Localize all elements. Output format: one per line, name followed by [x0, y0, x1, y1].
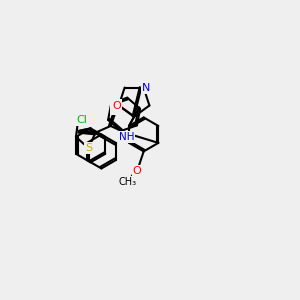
Text: Cl: Cl	[76, 115, 87, 125]
Text: O: O	[112, 100, 121, 110]
Text: NH: NH	[119, 132, 134, 142]
Text: O: O	[133, 166, 142, 176]
Text: O: O	[111, 103, 120, 113]
Text: CH₃: CH₃	[118, 177, 136, 187]
Text: S: S	[85, 143, 92, 153]
Text: N: N	[142, 82, 150, 92]
